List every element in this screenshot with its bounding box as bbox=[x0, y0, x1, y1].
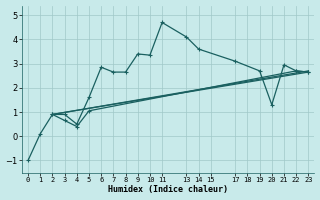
X-axis label: Humidex (Indice chaleur): Humidex (Indice chaleur) bbox=[108, 185, 228, 194]
